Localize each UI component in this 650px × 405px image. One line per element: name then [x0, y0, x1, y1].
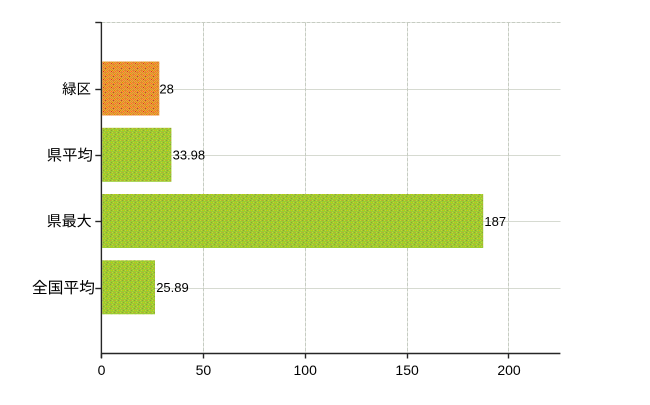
- svg-text:25.89: 25.89: [156, 280, 189, 295]
- svg-text:100: 100: [294, 362, 318, 378]
- svg-text:28: 28: [159, 81, 173, 96]
- svg-text:150: 150: [395, 362, 419, 378]
- svg-text:50: 50: [196, 362, 212, 378]
- svg-text:33.98: 33.98: [173, 148, 206, 163]
- svg-text:0: 0: [98, 362, 106, 378]
- svg-text:187: 187: [484, 214, 506, 229]
- svg-text:200: 200: [497, 362, 521, 378]
